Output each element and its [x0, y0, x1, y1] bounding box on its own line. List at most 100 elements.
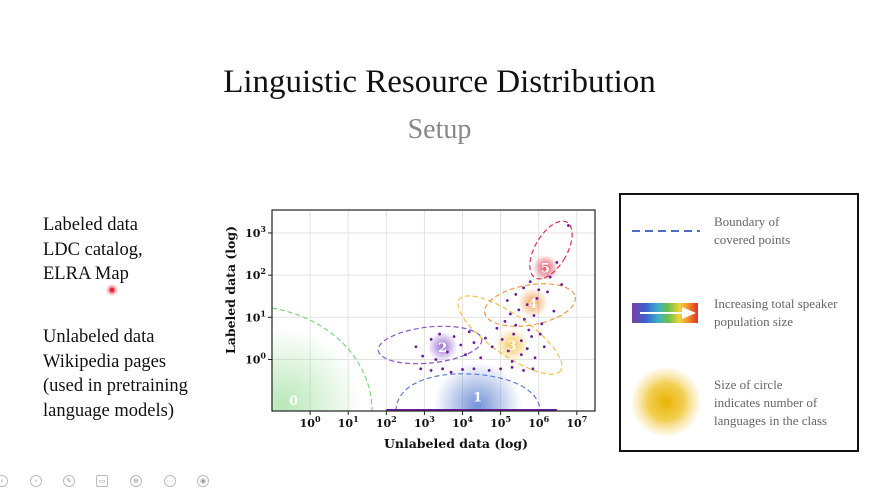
- y-tick-label: 101: [245, 308, 266, 324]
- data-point: [512, 332, 516, 336]
- x-tick-label: 102: [376, 414, 397, 430]
- data-point: [467, 330, 471, 334]
- data-point: [508, 312, 512, 316]
- class-bubble-0: [272, 327, 362, 411]
- class-bubble-2: [427, 331, 458, 362]
- boundary-class-0: [272, 307, 373, 411]
- legend-boundary-line2: covered points: [714, 232, 791, 247]
- more-icon[interactable]: ⋯: [164, 475, 176, 487]
- data-point: [519, 353, 523, 357]
- data-point: [548, 275, 552, 279]
- x-tick-label: 106: [528, 414, 549, 430]
- legend-speaker-line1: Increasing total speaker: [714, 296, 838, 311]
- data-point: [530, 335, 533, 338]
- legend-circle-line2: indicates number of: [714, 395, 818, 410]
- data-point: [525, 303, 529, 306]
- next-icon[interactable]: ›: [30, 475, 42, 487]
- zoom-icon[interactable]: ⊕: [130, 475, 142, 487]
- data-point: [528, 280, 532, 284]
- data-point: [434, 358, 438, 361]
- unlabeled-data-heading: Unlabeled data: [43, 327, 155, 347]
- data-point: [429, 337, 433, 341]
- x-tick-label: 104: [452, 414, 473, 430]
- boundary-class-1: [395, 373, 541, 411]
- data-point: [452, 335, 456, 338]
- prev-icon[interactable]: ‹: [0, 475, 8, 487]
- data-point: [514, 292, 518, 296]
- data-point: [566, 224, 570, 227]
- labeled-data-heading: Labeled data: [43, 215, 139, 235]
- x-tick-exponent: 7: [582, 414, 588, 424]
- data-point: [552, 309, 556, 313]
- data-point: [527, 328, 531, 332]
- labeled-data-line: LDC catalog,: [43, 240, 143, 260]
- x-tick-exponent: 0: [315, 414, 321, 424]
- class-label-5: 5: [541, 262, 550, 277]
- data-point: [449, 370, 453, 374]
- data-point: [525, 347, 529, 351]
- data-point: [499, 367, 503, 371]
- data-point: [490, 345, 494, 349]
- y-tick-exponent: 0: [260, 350, 266, 360]
- data-point: [533, 356, 537, 360]
- data-point: [517, 308, 521, 312]
- data-point: [542, 345, 546, 349]
- y-tick-label: 100: [245, 350, 266, 366]
- boundary-class-2: [377, 325, 483, 365]
- data-point: [510, 365, 514, 369]
- data-point: [522, 369, 525, 372]
- data-point: [438, 332, 441, 336]
- data-point: [505, 299, 509, 302]
- data-point: [532, 314, 536, 317]
- data-point: [484, 336, 487, 340]
- plot-frame: [271, 209, 596, 412]
- legend-speaker-line2: population size: [714, 314, 794, 329]
- data-point: [514, 323, 518, 327]
- data-point: [519, 339, 523, 343]
- data-point: [503, 319, 507, 323]
- data-point: [535, 297, 539, 300]
- slides-icon[interactable]: ▭: [96, 475, 108, 487]
- y-tick-label: 103: [245, 224, 266, 240]
- unlabeled-data-line: language models): [43, 401, 174, 421]
- data-point: [540, 322, 544, 326]
- x-tick-exponent: 6: [544, 414, 550, 424]
- class-label-4: 4: [528, 297, 537, 312]
- data-point: [459, 343, 463, 347]
- x-tick-exponent: 3: [429, 414, 435, 424]
- data-point: [441, 367, 444, 371]
- data-point: [555, 261, 559, 264]
- y-tick-exponent: 2: [260, 266, 266, 276]
- laser-pointer-dot: [106, 284, 118, 296]
- pen-icon[interactable]: ✎: [63, 475, 75, 487]
- data-point: [522, 317, 526, 321]
- class-label-3: 3: [508, 339, 517, 354]
- camera-icon[interactable]: ◉: [197, 475, 209, 487]
- x-axis-label: Unlabeled data (log): [384, 436, 528, 451]
- legend-circle-line3: languages in the class: [714, 413, 827, 428]
- labeled-data-line: ELRA Map: [43, 264, 129, 284]
- data-point: [461, 368, 464, 371]
- data-point: [560, 283, 564, 286]
- data-point: [537, 288, 541, 292]
- unlabeled-data-line: Wikipedia pages: [43, 352, 167, 372]
- data-point: [546, 290, 549, 294]
- y-tick-base: 10: [245, 269, 261, 282]
- data-point: [531, 367, 535, 371]
- slide-title: Linguistic Resource Distribution: [223, 64, 656, 100]
- legend-box: [619, 193, 859, 452]
- data-point: [419, 367, 423, 371]
- legend-size-circle: [632, 368, 700, 436]
- data-point: [464, 353, 467, 357]
- legend-arrow-head: [682, 307, 696, 319]
- class-label-0: 0: [289, 394, 298, 409]
- legend-circle-line1: Size of circle: [714, 377, 783, 392]
- x-tick-label: 101: [338, 414, 359, 430]
- class-bubble-1: [433, 361, 522, 411]
- x-tick-label: 100: [300, 414, 321, 430]
- data-point: [472, 341, 476, 345]
- data-point: [472, 367, 476, 371]
- legend-boundary-text: Boundary of covered points: [714, 213, 790, 249]
- class-label-2: 2: [438, 341, 447, 356]
